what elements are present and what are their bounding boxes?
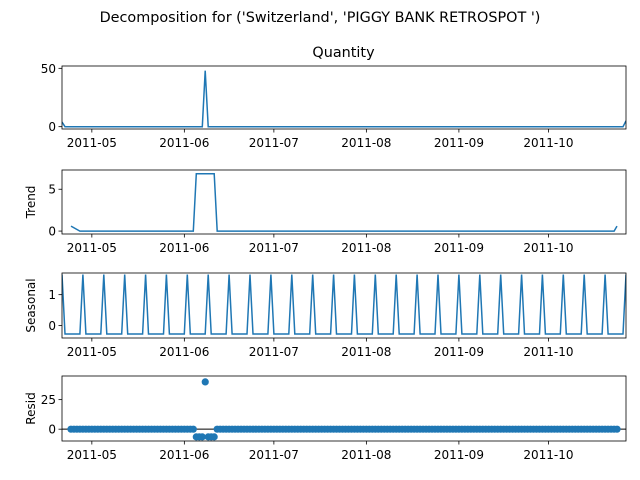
axes-frame <box>61 272 627 339</box>
x-tick-label: 2011-07 <box>249 448 299 462</box>
x-tick-label: 2011-05 <box>67 448 117 462</box>
y-tick-label: 0 <box>48 225 56 239</box>
observed-line <box>62 70 626 128</box>
y-tick-label: 0 <box>48 120 56 134</box>
plot-area <box>70 172 618 232</box>
x-tick-label: 2011-09 <box>434 241 484 255</box>
seasonal-ylabel: Seasonal <box>24 278 38 332</box>
x-tick-label: 2011-08 <box>341 241 391 255</box>
x-tick-label: 2011-07 <box>249 345 299 359</box>
axes-frame <box>61 169 627 235</box>
x-tick-label: 2011-06 <box>159 241 209 255</box>
seasonal-line <box>62 274 626 335</box>
x-tick-label: 2011-10 <box>523 345 573 359</box>
x-tick-label: 2011-09 <box>434 345 484 359</box>
plot-area <box>62 274 626 335</box>
x-tick-label: 2011-05 <box>67 241 117 255</box>
x-tick-label: 2011-05 <box>67 345 117 359</box>
resid-ylabel: Resid <box>24 392 38 424</box>
figure-title: Decomposition for ('Switzerland', 'PIGGY… <box>100 10 541 26</box>
x-tick-label: 2011-08 <box>341 136 391 150</box>
resid-point <box>613 425 621 433</box>
plot-area <box>62 70 626 128</box>
y-tick-label: 0 <box>48 319 56 333</box>
y-tick-label: 5 <box>48 183 56 197</box>
axes-frame <box>61 65 627 130</box>
resid-point <box>210 433 218 441</box>
x-tick-label: 2011-07 <box>249 136 299 150</box>
x-tick-label: 2011-10 <box>523 136 573 150</box>
y-tick-label: 25 <box>41 393 56 407</box>
x-tick-label: 2011-06 <box>159 448 209 462</box>
panel-resid: 0 25 2011-05 2011-06 2011-07 2011-08 2011-09 20… <box>24 375 627 462</box>
x-tick-label: 2011-07 <box>249 241 299 255</box>
panel-observed: 0 50 2011-05 2011-06 2011-07 2011-08 2011-09 20… <box>41 62 627 150</box>
x-tick-label: 2011-10 <box>523 448 573 462</box>
trend-line <box>70 172 618 232</box>
x-tick-label: 2011-05 <box>67 136 117 150</box>
axes-frame <box>61 375 627 442</box>
trend-ylabel: Trend <box>24 186 38 220</box>
x-tick-label: 2011-09 <box>434 136 484 150</box>
x-tick-label: 2011-06 <box>159 345 209 359</box>
resid-point <box>189 425 197 433</box>
resid-point <box>198 433 206 441</box>
x-tick-label: 2011-08 <box>341 448 391 462</box>
y-tick-label: 50 <box>41 62 56 76</box>
x-tick-label: 2011-08 <box>341 345 391 359</box>
x-tick-label: 2011-06 <box>159 136 209 150</box>
plot-area <box>62 378 626 441</box>
y-tick-label: 1 <box>48 288 56 302</box>
x-tick-label: 2011-09 <box>434 448 484 462</box>
x-tick-label: 2011-10 <box>523 241 573 255</box>
observed-panel-title: Quantity <box>312 45 375 61</box>
panel-trend: 0 5 2011-05 2011-06 2011-07 2011-08 2011-09 201… <box>24 169 627 255</box>
y-tick-label: 0 <box>48 423 56 437</box>
panel-seasonal: 0 1 2011-05 2011-06 2011-07 2011-08 2011-09 201… <box>24 272 627 359</box>
resid-point <box>201 378 209 386</box>
